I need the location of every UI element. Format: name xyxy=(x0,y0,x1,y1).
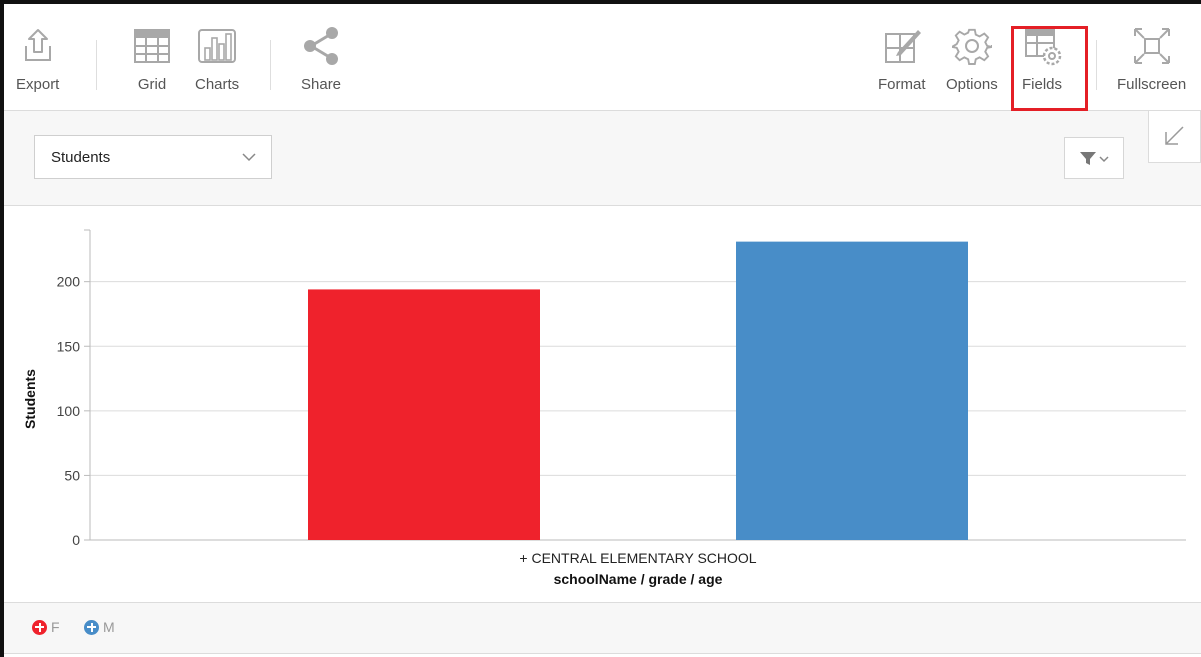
chart-area: 0 50 100 150 200 + CENTRAL ELEMENTARY SCHOOL s… xyxy=(4,206,1201,602)
y-tick-label: 150 xyxy=(57,338,81,354)
fullscreen-button[interactable]: Fullscreen xyxy=(1117,26,1186,93)
toolbar-separator xyxy=(96,40,97,90)
charts-button[interactable]: Charts xyxy=(195,26,239,93)
fields-highlight-box xyxy=(1011,26,1088,111)
grid-label: Grid xyxy=(137,76,167,93)
export-button[interactable]: Export xyxy=(16,26,59,93)
export-label: Export xyxy=(16,76,60,93)
toolbar-separator xyxy=(1096,40,1097,90)
fullscreen-icon xyxy=(1133,28,1170,64)
measure-select-value: Students xyxy=(51,148,111,166)
bar-f xyxy=(308,289,540,540)
options-button[interactable]: Options xyxy=(946,26,998,93)
gear-icon xyxy=(951,28,992,65)
share-label: Share xyxy=(301,76,342,93)
fields-label: Fields xyxy=(1022,76,1063,93)
y-tick-label: 0 xyxy=(72,532,80,548)
toolbar-separator xyxy=(270,40,271,90)
plus-circle-icon xyxy=(32,619,47,635)
x-axis-title: schoolName / grade / age xyxy=(554,571,723,587)
filter-bar: Students xyxy=(4,111,1201,206)
charts-icon xyxy=(198,29,237,63)
collapse-arrow-icon xyxy=(1165,126,1184,145)
filter-icon xyxy=(1080,152,1109,165)
export-icon xyxy=(24,29,51,61)
y-axis-title: Students xyxy=(22,369,38,429)
fields-icon xyxy=(1025,29,1062,66)
fields-button[interactable]: Fields xyxy=(1022,26,1062,93)
x-category-label: + CENTRAL ELEMENTARY SCHOOL xyxy=(519,550,756,566)
filter-dropdown-button[interactable] xyxy=(1064,137,1124,179)
format-button[interactable]: Format xyxy=(878,26,926,93)
fullscreen-label: Fullscreen xyxy=(1117,76,1187,93)
options-label: Options xyxy=(946,76,998,93)
grid-button[interactable]: Grid xyxy=(132,26,172,93)
y-tick-label: 100 xyxy=(57,403,81,419)
format-label: Format xyxy=(878,76,926,93)
plus-circle-icon xyxy=(84,619,99,635)
y-tick-label: 200 xyxy=(57,274,81,290)
chevron-down-icon xyxy=(242,153,256,162)
grid-icon xyxy=(134,29,170,63)
legend-label-m: M xyxy=(103,619,115,635)
legend-item-m[interactable]: M xyxy=(84,619,115,635)
format-icon xyxy=(884,30,921,63)
legend-item-f[interactable]: F xyxy=(32,619,60,635)
y-tick-label: 50 xyxy=(64,467,80,483)
bar-m xyxy=(736,241,968,540)
share-icon xyxy=(304,27,339,65)
charts-label: Charts xyxy=(195,76,240,93)
bar-chart: 0 50 100 150 200 + CENTRAL ELEMENTARY SCHOOL s… xyxy=(22,229,1186,587)
legend-label-f: F xyxy=(51,619,60,635)
toolbar: Export Grid Charts xyxy=(4,4,1201,111)
share-button[interactable]: Share xyxy=(301,26,341,93)
legend: F M xyxy=(4,602,1201,654)
collapse-button[interactable] xyxy=(1148,111,1201,163)
measure-select[interactable]: Students xyxy=(34,135,272,179)
